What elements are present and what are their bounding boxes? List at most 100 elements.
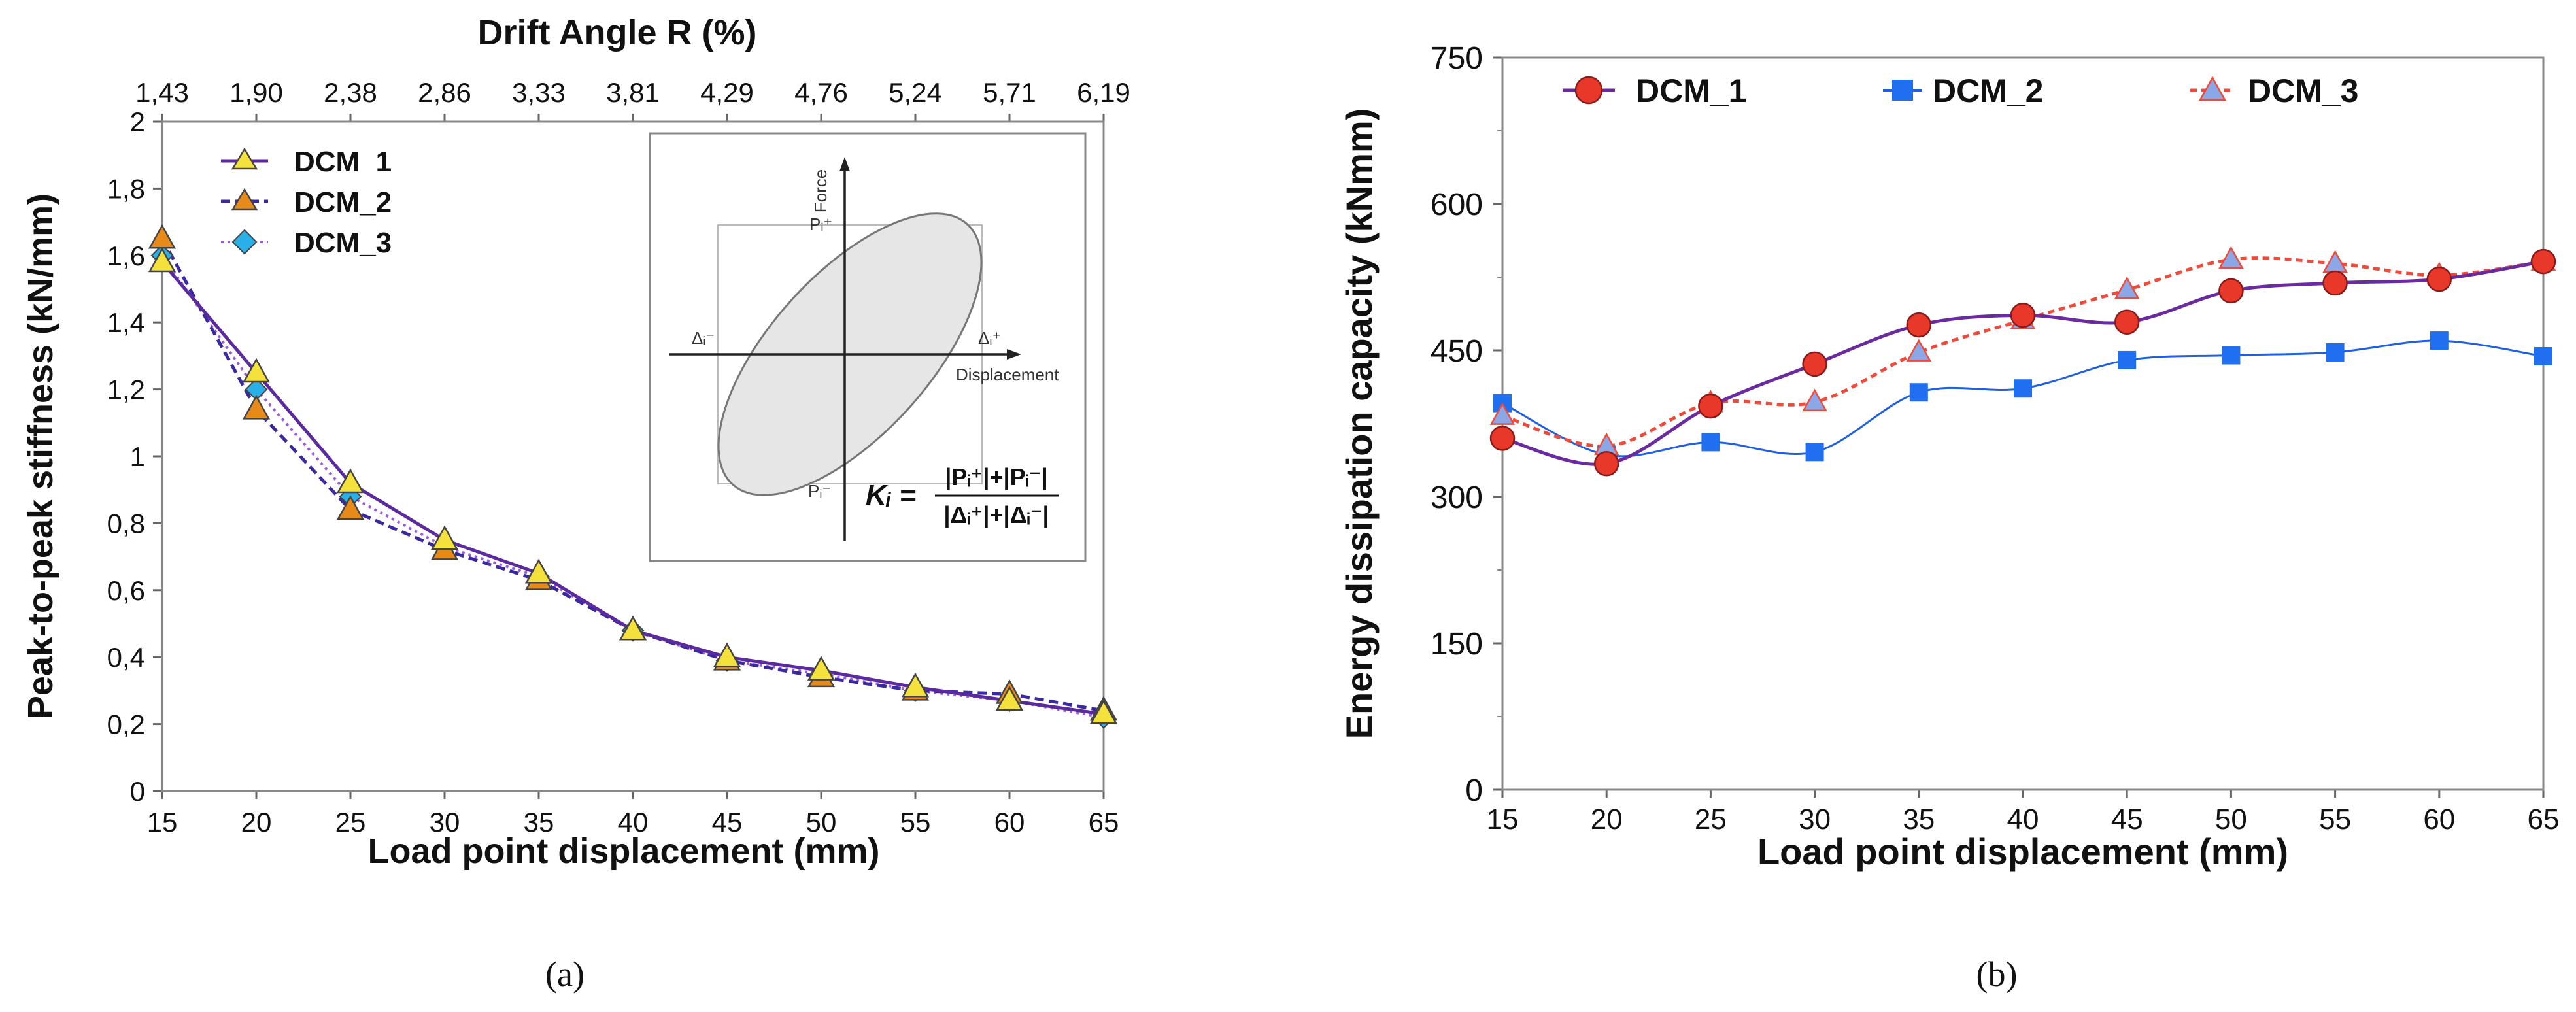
x2-tick-label: 4,76 [794, 77, 848, 108]
data-point-dcm_2 [2534, 346, 2552, 365]
data-point-dcm_1 [901, 672, 930, 698]
x2-tick-label: 5,71 [983, 77, 1036, 108]
x-tick-label: 55 [900, 807, 931, 837]
y-tick-label: 0,6 [107, 575, 145, 606]
inset-force-label: Force [811, 169, 830, 212]
panel-a-x-axis-ticks: 15 20 25 30 35 40 45 50 55 60 65 [147, 791, 1119, 837]
legend-label-dcm1: DCM 1 [294, 146, 392, 178]
data-point-dcm_2 [2118, 350, 2137, 369]
data-point-dcm_3 [1802, 388, 1827, 411]
legend-marker-dcm3 [231, 229, 258, 255]
data-point-dcm_1 [807, 656, 836, 681]
panel-b-label: (b) [1976, 954, 2018, 994]
legend-marker-dcm2 [231, 188, 258, 211]
x-tick-label: 50 [2215, 803, 2247, 835]
data-point-dcm_1 [524, 558, 553, 584]
data-point-dcm_1 [713, 642, 741, 667]
data-point-dcm_3 [1489, 402, 1516, 425]
x-tick-label: 45 [2111, 803, 2143, 835]
x-tick-label: 50 [806, 807, 837, 837]
x-tick-label: 25 [335, 807, 366, 837]
series-line-dcm_1 [1502, 260, 2543, 466]
data-point-dcm_2 [1701, 433, 1720, 452]
data-point-dcm_1 [430, 525, 459, 550]
panel-a-series [148, 224, 1118, 729]
data-point-dcm_1 [1489, 426, 1516, 451]
data-point-dcm_1 [1906, 312, 1932, 338]
panel-b-plot-frame [1501, 56, 2545, 791]
x-tick-label: 65 [1089, 807, 1119, 837]
y-tick-label: 0 [130, 776, 145, 807]
inset-displacement-label: Displacement [956, 365, 1059, 384]
x2-tick-label: 6,19 [1077, 77, 1130, 108]
panel-a-top-axis-ticks: 1,43 1,90 2,38 2,86 3,33 3,81 4,29 4,76 5,24 5,71… [135, 77, 1130, 122]
x2-tick-label: 1,43 [135, 77, 189, 108]
y-tick-label: 1,4 [107, 307, 145, 338]
x-tick-label: 20 [241, 807, 272, 837]
x-tick-label: 65 [2528, 803, 2560, 835]
inset-p-plus: Pᵢ⁺ [809, 214, 832, 234]
x2-tick-label: 2,38 [324, 77, 377, 108]
x-tick-label: 55 [2319, 803, 2351, 835]
legend-label-b-dcm2: DCM_2 [1933, 73, 2043, 109]
data-point-dcm_2 [336, 495, 365, 520]
y-tick-label: 1,8 [107, 173, 145, 204]
y-tick-label: 150 [1431, 627, 1483, 662]
x2-tick-label: 3,81 [606, 77, 660, 108]
inset-d-minus: Δᵢ⁻ [692, 328, 715, 348]
panel-a-y-axis-title: Peak-to-peak stiffness (kN/mm) [21, 194, 60, 719]
panel-a-y-axis-ticks: 0 0,2 0,4 0,6 0,8 1 1,2 1,4 1,6 1,8 2 [107, 107, 162, 807]
x-tick-label: 30 [430, 807, 460, 837]
x-tick-label: 15 [147, 807, 178, 837]
inset-p-minus: Pᵢ⁻ [808, 481, 831, 501]
x-tick-label: 20 [1591, 803, 1623, 835]
data-point-dcm_1 [2322, 270, 2348, 296]
x2-tick-label: 1,90 [229, 77, 283, 108]
data-point-dcm_2 [2014, 379, 2032, 398]
force-axis-arrow [839, 157, 850, 171]
panel-b-y-axis-title: Energy dissipation capacity (kNmm) [1338, 109, 1380, 739]
legend-label-b-dcm1: DCM_1 [1636, 73, 1746, 109]
legend-item-dcm2: DCM_2 [221, 186, 392, 218]
legend-item-b-dcm1: DCM_1 [1563, 73, 1746, 109]
panel-a-legend: DCM 1 DCM_2 DCM_3 [221, 146, 392, 259]
data-point-dcm_1 [619, 615, 647, 641]
legend-marker-b-dcm3 [2198, 76, 2227, 101]
data-point-dcm_2 [2430, 331, 2449, 350]
x-tick-label: 40 [618, 807, 649, 837]
data-point-dcm_1 [2530, 248, 2556, 275]
x2-tick-label: 3,33 [512, 77, 566, 108]
y-tick-label: 600 [1431, 188, 1483, 222]
y-tick-label: 0,8 [107, 508, 145, 539]
data-point-dcm_2 [2222, 346, 2241, 365]
panel-b-markers [1489, 246, 2556, 477]
y-tick-label: 0 [1465, 773, 1483, 808]
y-tick-label: 1,6 [107, 241, 145, 271]
series-line-dcm_3 [1502, 256, 2543, 448]
inset-formula-denominator: |Δᵢ⁺|+|Δᵢ⁻| [943, 501, 1049, 529]
x2-tick-label: 4,29 [700, 77, 754, 108]
x2-tick-label: 5,24 [889, 77, 942, 108]
x2-tick-label: 2,86 [418, 77, 471, 108]
inset-d-plus: Δᵢ⁺ [978, 328, 1001, 348]
x-tick-label: 35 [1903, 803, 1935, 835]
data-point-dcm_1 [1802, 351, 1827, 377]
panel-a-plot-frame [161, 120, 1105, 792]
x-tick-label: 40 [2007, 803, 2039, 835]
legend-marker-dcm1 [231, 147, 258, 170]
x-tick-label: 60 [2423, 803, 2455, 835]
inset-formula-lhs: Kᵢ = [866, 479, 916, 511]
legend-marker-b-dcm2 [1892, 80, 1913, 101]
legend-item-dcm1: DCM 1 [221, 146, 392, 178]
data-point-dcm_2 [1909, 383, 1928, 402]
x-tick-label: 15 [1487, 803, 1519, 835]
data-point-dcm_2 [2326, 343, 2345, 362]
x-tick-label: 35 [524, 807, 554, 837]
data-point-dcm_3 [2322, 250, 2348, 273]
panel-b-x-axis-title: Load point displacement (mm) [1757, 831, 2288, 872]
data-point-dcm_1 [336, 468, 365, 494]
data-point-dcm_1 [1593, 450, 1619, 477]
legend-label-dcm2: DCM_2 [294, 186, 392, 218]
y-tick-label: 0,2 [107, 709, 145, 740]
